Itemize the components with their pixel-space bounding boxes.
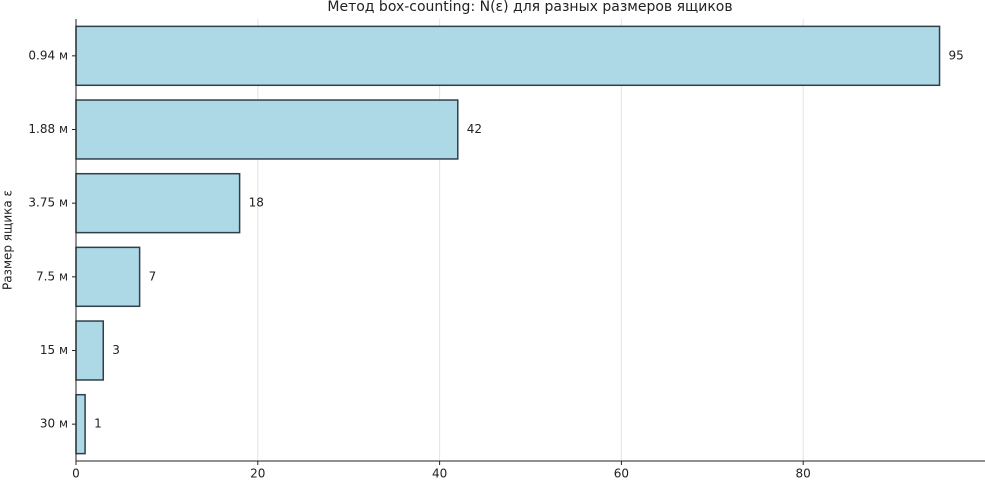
bar — [75, 25, 941, 87]
data-label: 42 — [467, 122, 482, 136]
data-label: 1 — [94, 417, 102, 431]
bar — [75, 172, 241, 234]
y-tick-label: 1.88 м — [28, 122, 68, 136]
bar — [75, 393, 86, 455]
x-tick-label: 60 — [614, 467, 629, 481]
y-tick-label: 15 м — [40, 343, 68, 357]
data-label: 95 — [949, 48, 964, 62]
bar — [75, 246, 141, 308]
chart-title: Метод box-counting: N(ε) для разных разм… — [327, 0, 732, 15]
y-axis-label: Размер ящика ε — [1, 190, 15, 290]
data-label: 18 — [249, 196, 264, 210]
bar — [75, 99, 459, 160]
x-tick-label: 0 — [72, 467, 80, 481]
y-tick-label: 30 м — [40, 417, 68, 431]
y-tick-label: 7.5 м — [36, 269, 68, 283]
x-tick-label: 80 — [796, 467, 811, 481]
y-tick-label: 0.94 м — [28, 48, 68, 62]
data-label: 3 — [112, 343, 120, 357]
y-tick-label: 3.75 м — [28, 196, 68, 210]
x-tick-label: 40 — [432, 467, 447, 481]
bar — [75, 320, 105, 381]
x-tick-label: 20 — [250, 467, 265, 481]
data-label: 7 — [149, 269, 157, 283]
